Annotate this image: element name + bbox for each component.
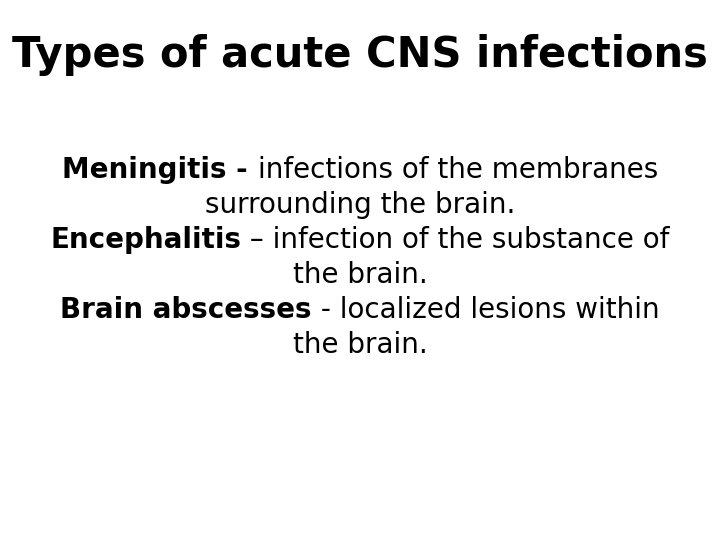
Text: - localized lesions within: - localized lesions within — [312, 296, 660, 324]
Text: the brain.: the brain. — [292, 261, 428, 289]
Text: – infection of the substance of: – infection of the substance of — [241, 226, 670, 254]
Text: Brain abscesses: Brain abscesses — [60, 296, 312, 324]
Text: infections of the membranes: infections of the membranes — [258, 156, 658, 184]
Text: Types of acute CNS infections: Types of acute CNS infections — [12, 34, 708, 76]
Text: the brain.: the brain. — [292, 331, 428, 359]
Text: Encephalitis: Encephalitis — [50, 226, 241, 254]
Text: surrounding the brain.: surrounding the brain. — [204, 191, 516, 219]
Text: Meningitis -: Meningitis - — [62, 156, 258, 184]
